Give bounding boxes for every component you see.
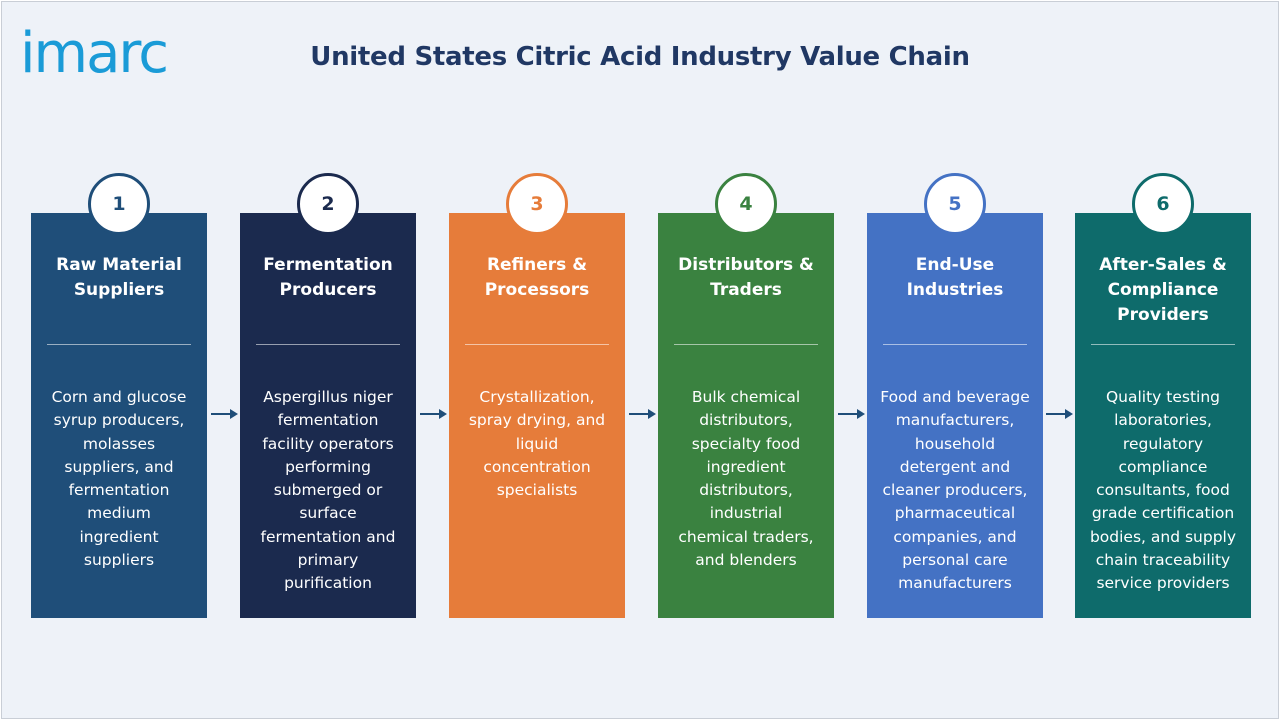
flow-arrow-icon [210, 409, 238, 419]
stage-number-badge: 2 [297, 173, 359, 235]
stage-title: Refiners & Processors [484, 255, 590, 300]
stage-divider [47, 344, 191, 345]
stage-title: Fermentation Producers [263, 255, 393, 300]
stage-description: Quality testing laboratories, regulatory… [1089, 388, 1237, 593]
stage-description: Bulk chemical distributors, specialty fo… [678, 388, 814, 570]
flow-arrow-icon [628, 409, 656, 419]
stage-divider [1091, 344, 1235, 345]
stage-card-2: Fermentation Producers Aspergillus niger … [240, 213, 416, 618]
stage-divider [256, 344, 400, 345]
stage-number-badge: 5 [924, 173, 986, 235]
stage-description: Corn and glucose syrup producers, molass… [51, 388, 187, 570]
stage-card-4: Distributors & Traders Bulk chemical dist… [658, 213, 834, 618]
stage-title: Distributors & Traders [678, 255, 814, 300]
stage-description: Food and beverage manufacturers, househo… [880, 388, 1030, 593]
flow-arrow-icon [419, 409, 447, 419]
stage-number-badge: 3 [506, 173, 568, 235]
flow-arrow-icon [1046, 409, 1073, 419]
stage-divider [674, 344, 818, 345]
stage-card-1: Raw Material Suppliers Corn and glucose s… [31, 213, 207, 618]
stage-number-badge: 1 [88, 173, 150, 235]
stage-number-badge: 4 [715, 173, 777, 235]
stage-title: End-Use Industries [906, 255, 1004, 300]
stage-title: After-Sales & Compliance Providers [1099, 255, 1227, 325]
flow-arrow-icon [837, 409, 865, 419]
stage-card-3: Refiners & Processors Crystallization, sp… [449, 213, 625, 618]
page-title: United States Citric Acid Industry Value… [310, 42, 970, 72]
stage-card-6: After-Sales & Compliance Providers Qualit… [1075, 213, 1251, 618]
stage-divider [883, 344, 1027, 345]
stage-number-badge: 6 [1132, 173, 1194, 235]
stage-description: Aspergillus niger fermentation facility … [260, 388, 396, 593]
stage-card-5: End-Use Industries Food and beverage manu… [867, 213, 1043, 618]
imarc-logo: imarc [20, 21, 169, 78]
stage-description: Crystallization, spray drying, and liqui… [468, 388, 606, 500]
stage-divider [465, 344, 609, 345]
stage-title: Raw Material Suppliers [56, 255, 182, 300]
logo-text: imarc [20, 21, 167, 78]
